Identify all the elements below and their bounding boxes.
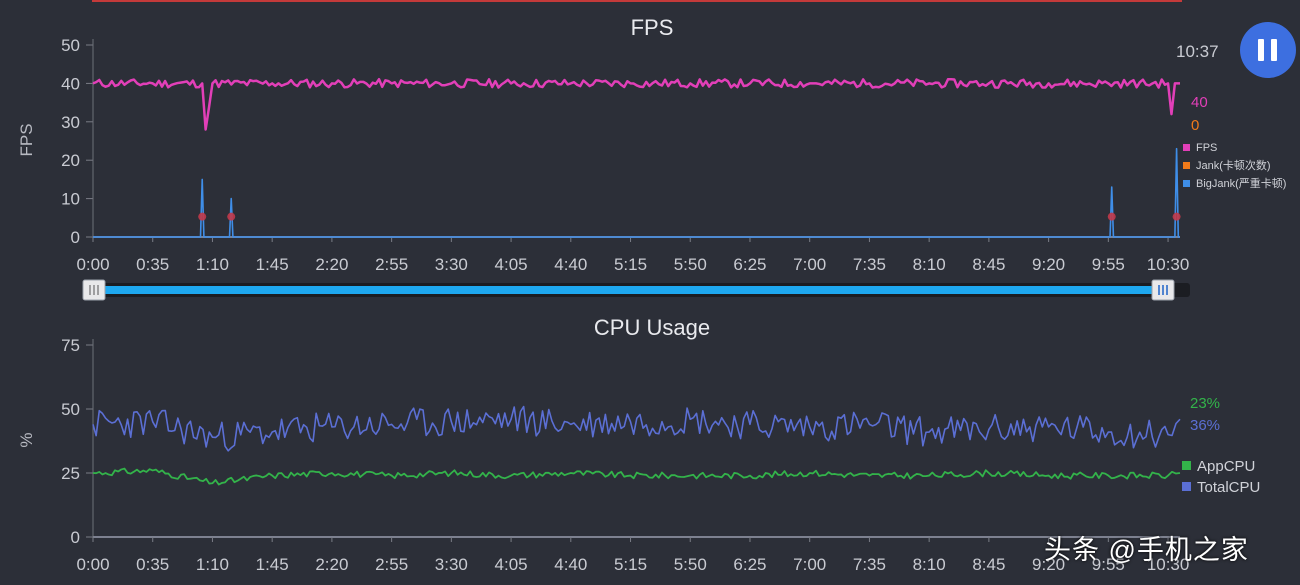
fps-x-tick-label: 4:05	[495, 255, 528, 274]
elapsed-time-clock: 10:37	[1176, 42, 1219, 61]
fps-y-ticks: 0 10 20 30 40 50	[61, 36, 80, 247]
cpu-y-tick-label: 0	[71, 528, 80, 547]
jank-marker	[198, 212, 207, 221]
fps-y-axis-label: FPS	[17, 123, 36, 156]
cpu-x-tick-label: 10:30	[1147, 555, 1190, 574]
app-cpu-current-value: 23%	[1190, 395, 1220, 412]
cpu-x-tick-label: 4:05	[495, 555, 528, 574]
fps-x-tick-label: 3:30	[435, 255, 468, 274]
fps-x-tick-label: 8:10	[913, 255, 946, 274]
fps-x-tick-label: 10:30	[1147, 255, 1190, 274]
legend-swatch-jank	[1183, 162, 1190, 169]
cpu-legend: AppCPU TotalCPU	[1182, 458, 1260, 496]
fps-x-tick-label: 7:35	[853, 255, 886, 274]
fps-x-tick-label: 0:35	[136, 255, 169, 274]
cpu-x-tick-label: 7:35	[853, 555, 886, 574]
fps-x-tick-label: 8:45	[972, 255, 1005, 274]
legend-swatch-fps	[1183, 144, 1190, 151]
jank-marker	[1172, 212, 1181, 221]
cpu-grid	[86, 339, 1180, 542]
jank-marker	[1107, 212, 1116, 221]
cpu-series	[92, 405, 1181, 486]
fps-x-tick-label: 2:55	[375, 255, 408, 274]
fps-y-tick-label: 30	[61, 113, 80, 132]
fps-x-tick-label: 1:10	[196, 255, 229, 274]
cpu-x-ticks: 0:00 0:35 1:10 1:45 2:20 2:55 3:30 4:05 4:40 5:15…	[76, 555, 1189, 574]
fps-x-tick-label: 9:20	[1032, 255, 1065, 274]
slider-range-fill[interactable]	[98, 286, 1160, 294]
cpu-y-axis-label: %	[17, 432, 36, 447]
fps-x-tick-label: 5:15	[614, 255, 647, 274]
legend-label-totalcpu: TotalCPU	[1197, 479, 1260, 496]
fps-x-tick-label: 7:00	[793, 255, 826, 274]
fps-x-ticks: 0:00 0:35 1:10 1:45 2:20 2:55 3:30 4:05 4:40 5:15…	[76, 255, 1189, 274]
fps-current-value: 40	[1191, 94, 1208, 111]
cpu-x-tick-label: 1:45	[256, 555, 289, 574]
pause-button[interactable]	[1240, 22, 1296, 78]
fps-x-tick-label: 9:55	[1092, 255, 1125, 274]
fps-legend: FPS Jank(卡顿次数) BigJank(严重卡顿)	[1183, 142, 1286, 190]
legend-label-jank: Jank(卡顿次数)	[1196, 158, 1271, 172]
cpu-chart-title: CPU Usage	[594, 315, 710, 340]
cpu-x-tick-label: 5:15	[614, 555, 647, 574]
jank-current-value: 0	[1191, 117, 1199, 134]
fps-y-tick-label: 40	[61, 74, 80, 93]
cpu-x-tick-label: 0:00	[76, 555, 109, 574]
fps-y-tick-label: 50	[61, 36, 80, 55]
cpu-y-tick-label: 25	[61, 464, 80, 483]
jank-marker	[227, 212, 236, 221]
cpu-y-ticks: 0 25 50 75	[61, 336, 80, 547]
fps-x-tick-label: 4:40	[554, 255, 587, 274]
fps-series	[92, 77, 1180, 238]
fps-x-tick-label: 5:50	[674, 255, 707, 274]
legend-swatch-bigjank	[1183, 180, 1190, 187]
pause-icon	[1258, 39, 1264, 61]
legend-swatch-appcpu	[1182, 461, 1191, 470]
cpu-x-tick-label: 6:25	[733, 555, 766, 574]
cpu-x-tick-label: 5:50	[674, 555, 707, 574]
fps-x-tick-label: 6:25	[733, 255, 766, 274]
cpu-x-tick-label: 9:20	[1032, 555, 1065, 574]
pause-icon-bar-2	[1271, 39, 1277, 61]
cpu-x-tick-label: 1:10	[196, 555, 229, 574]
watermark: 头条 @手机之家	[1044, 535, 1249, 565]
cpu-x-tick-label: 2:20	[315, 555, 348, 574]
fps-x-tick-label: 1:45	[256, 255, 289, 274]
cpu-x-tick-label: 0:35	[136, 555, 169, 574]
appcpu-series-line	[92, 467, 1181, 486]
legend-swatch-totalcpu	[1182, 482, 1191, 491]
fps-series-line	[92, 77, 1180, 131]
slider-right-handle[interactable]	[1151, 279, 1175, 301]
cpu-x-tick-label: 3:30	[435, 555, 468, 574]
cpu-y-tick-label: 50	[61, 400, 80, 419]
fps-x-tick-label: 2:20	[315, 255, 348, 274]
cpu-x-tick-label: 7:00	[793, 555, 826, 574]
fps-chart-title: FPS	[631, 15, 674, 40]
legend-label-bigjank: BigJank(严重卡顿)	[1196, 176, 1286, 190]
jank-markers	[198, 212, 1181, 221]
cpu-x-tick-label: 9:55	[1092, 555, 1125, 574]
cpu-y-tick-label: 75	[61, 336, 80, 355]
cpu-x-tick-label: 8:45	[972, 555, 1005, 574]
fps-y-tick-label: 20	[61, 151, 80, 170]
slider-left-handle[interactable]	[82, 279, 106, 301]
fps-grid	[86, 39, 1180, 242]
totalcpu-series-line	[92, 405, 1181, 452]
top-accent-bar	[92, 0, 1182, 2]
fps-x-tick-label: 0:00	[76, 255, 109, 274]
fps-y-tick-label: 0	[71, 228, 80, 247]
cpu-x-tick-label: 8:10	[913, 555, 946, 574]
legend-label-fps: FPS	[1196, 142, 1217, 154]
legend-label-appcpu: AppCPU	[1197, 458, 1255, 475]
cpu-x-tick-label: 4:40	[554, 555, 587, 574]
cpu-x-tick-label: 2:55	[375, 555, 408, 574]
time-range-slider[interactable]	[82, 279, 1190, 301]
fps-y-tick-label: 10	[61, 190, 80, 209]
bigjank-series-line	[93, 147, 1180, 238]
total-cpu-current-value: 36%	[1190, 417, 1220, 434]
